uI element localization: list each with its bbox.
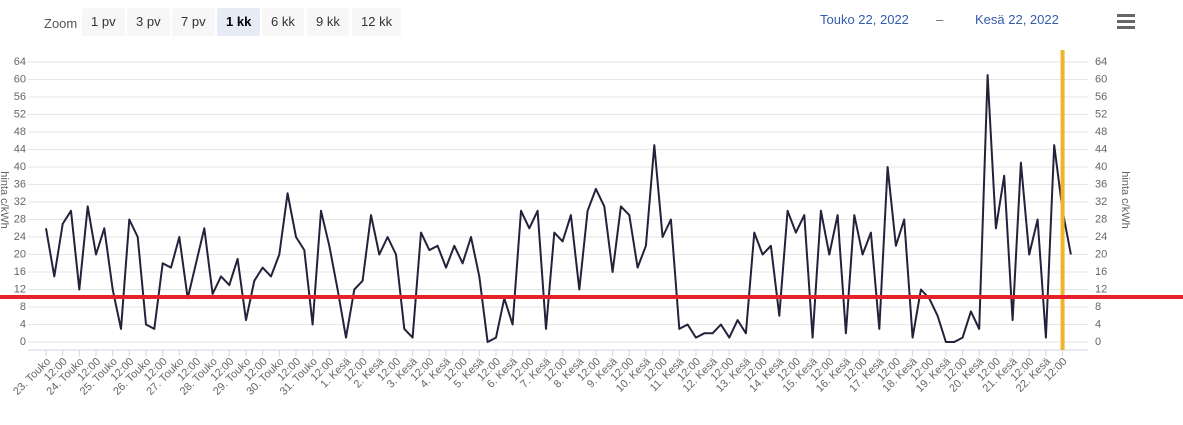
y-tick-label: 36 [14, 178, 26, 190]
y-tick-label: 16 [14, 266, 26, 278]
zoom-button[interactable]: 3 pv [127, 8, 170, 36]
y2-tick-label: 60 [1095, 73, 1107, 85]
y-tick-label: 32 [14, 196, 26, 208]
y-tick-label: 44 [14, 143, 26, 155]
y2-tick-label: 40 [1095, 161, 1107, 173]
zoom-label: Zoom [44, 16, 78, 31]
price-line [45, 74, 1072, 343]
y2-tick-label: 12 [1095, 283, 1107, 295]
y-tick-label: 28 [14, 213, 26, 225]
y-tick-label: 40 [14, 161, 26, 173]
y2-tick-label: 24 [1095, 231, 1107, 243]
range-to[interactable]: Kesä 22, 2022 [975, 12, 1059, 27]
y-tick-label: 60 [14, 73, 26, 85]
y2-axis-title: hinta c/kWh [1119, 171, 1131, 228]
menu-button[interactable] [1117, 14, 1135, 32]
y-tick-label: 20 [14, 248, 26, 260]
zoom-button[interactable]: 7 pv [172, 8, 215, 36]
y2-tick-label: 0 [1095, 336, 1101, 348]
y-tick-label: 0 [20, 336, 26, 348]
y-tick-label: 12 [14, 283, 26, 295]
y2-tick-label: 16 [1095, 266, 1107, 278]
y2-tick-label: 52 [1095, 108, 1107, 120]
zoom-button[interactable]: 1 kk [217, 8, 261, 36]
y2-tick-label: 48 [1095, 126, 1107, 138]
y-tick-label: 52 [14, 108, 26, 120]
y-tick-label: 56 [14, 91, 26, 103]
zoom-button[interactable]: 9 kk [307, 8, 349, 36]
y2-tick-label: 4 [1095, 318, 1101, 330]
range-from[interactable]: Touko 22, 2022 [820, 12, 909, 27]
y2-tick-label: 32 [1095, 196, 1107, 208]
range-selector: Zoom 1 pv 3 pv 7 pv 1 kk 6 kk 9 kk 12 kk Touko… [0, 0, 1183, 44]
y-tick-label: 8 [20, 301, 26, 313]
y2-tick-label: 44 [1095, 143, 1107, 155]
y2-tick-label: 20 [1095, 248, 1107, 260]
y-tick-label: 24 [14, 231, 26, 243]
y2-tick-label: 56 [1095, 91, 1107, 103]
y-tick-label: 48 [14, 126, 26, 138]
y-axis-title: hinta c/kWh [0, 171, 10, 228]
y2-tick-label: 36 [1095, 178, 1107, 190]
range-separator: – [936, 12, 944, 27]
y-tick-label: 64 [14, 56, 26, 68]
zoom-button[interactable]: 12 kk [352, 8, 402, 36]
zoom-button[interactable]: 1 pv [82, 8, 125, 36]
y2-tick-label: 28 [1095, 213, 1107, 225]
y2-tick-label: 64 [1095, 56, 1107, 68]
zoom-button[interactable]: 6 kk [262, 8, 304, 36]
y-tick-label: 4 [20, 318, 26, 330]
y2-tick-label: 8 [1095, 301, 1101, 313]
